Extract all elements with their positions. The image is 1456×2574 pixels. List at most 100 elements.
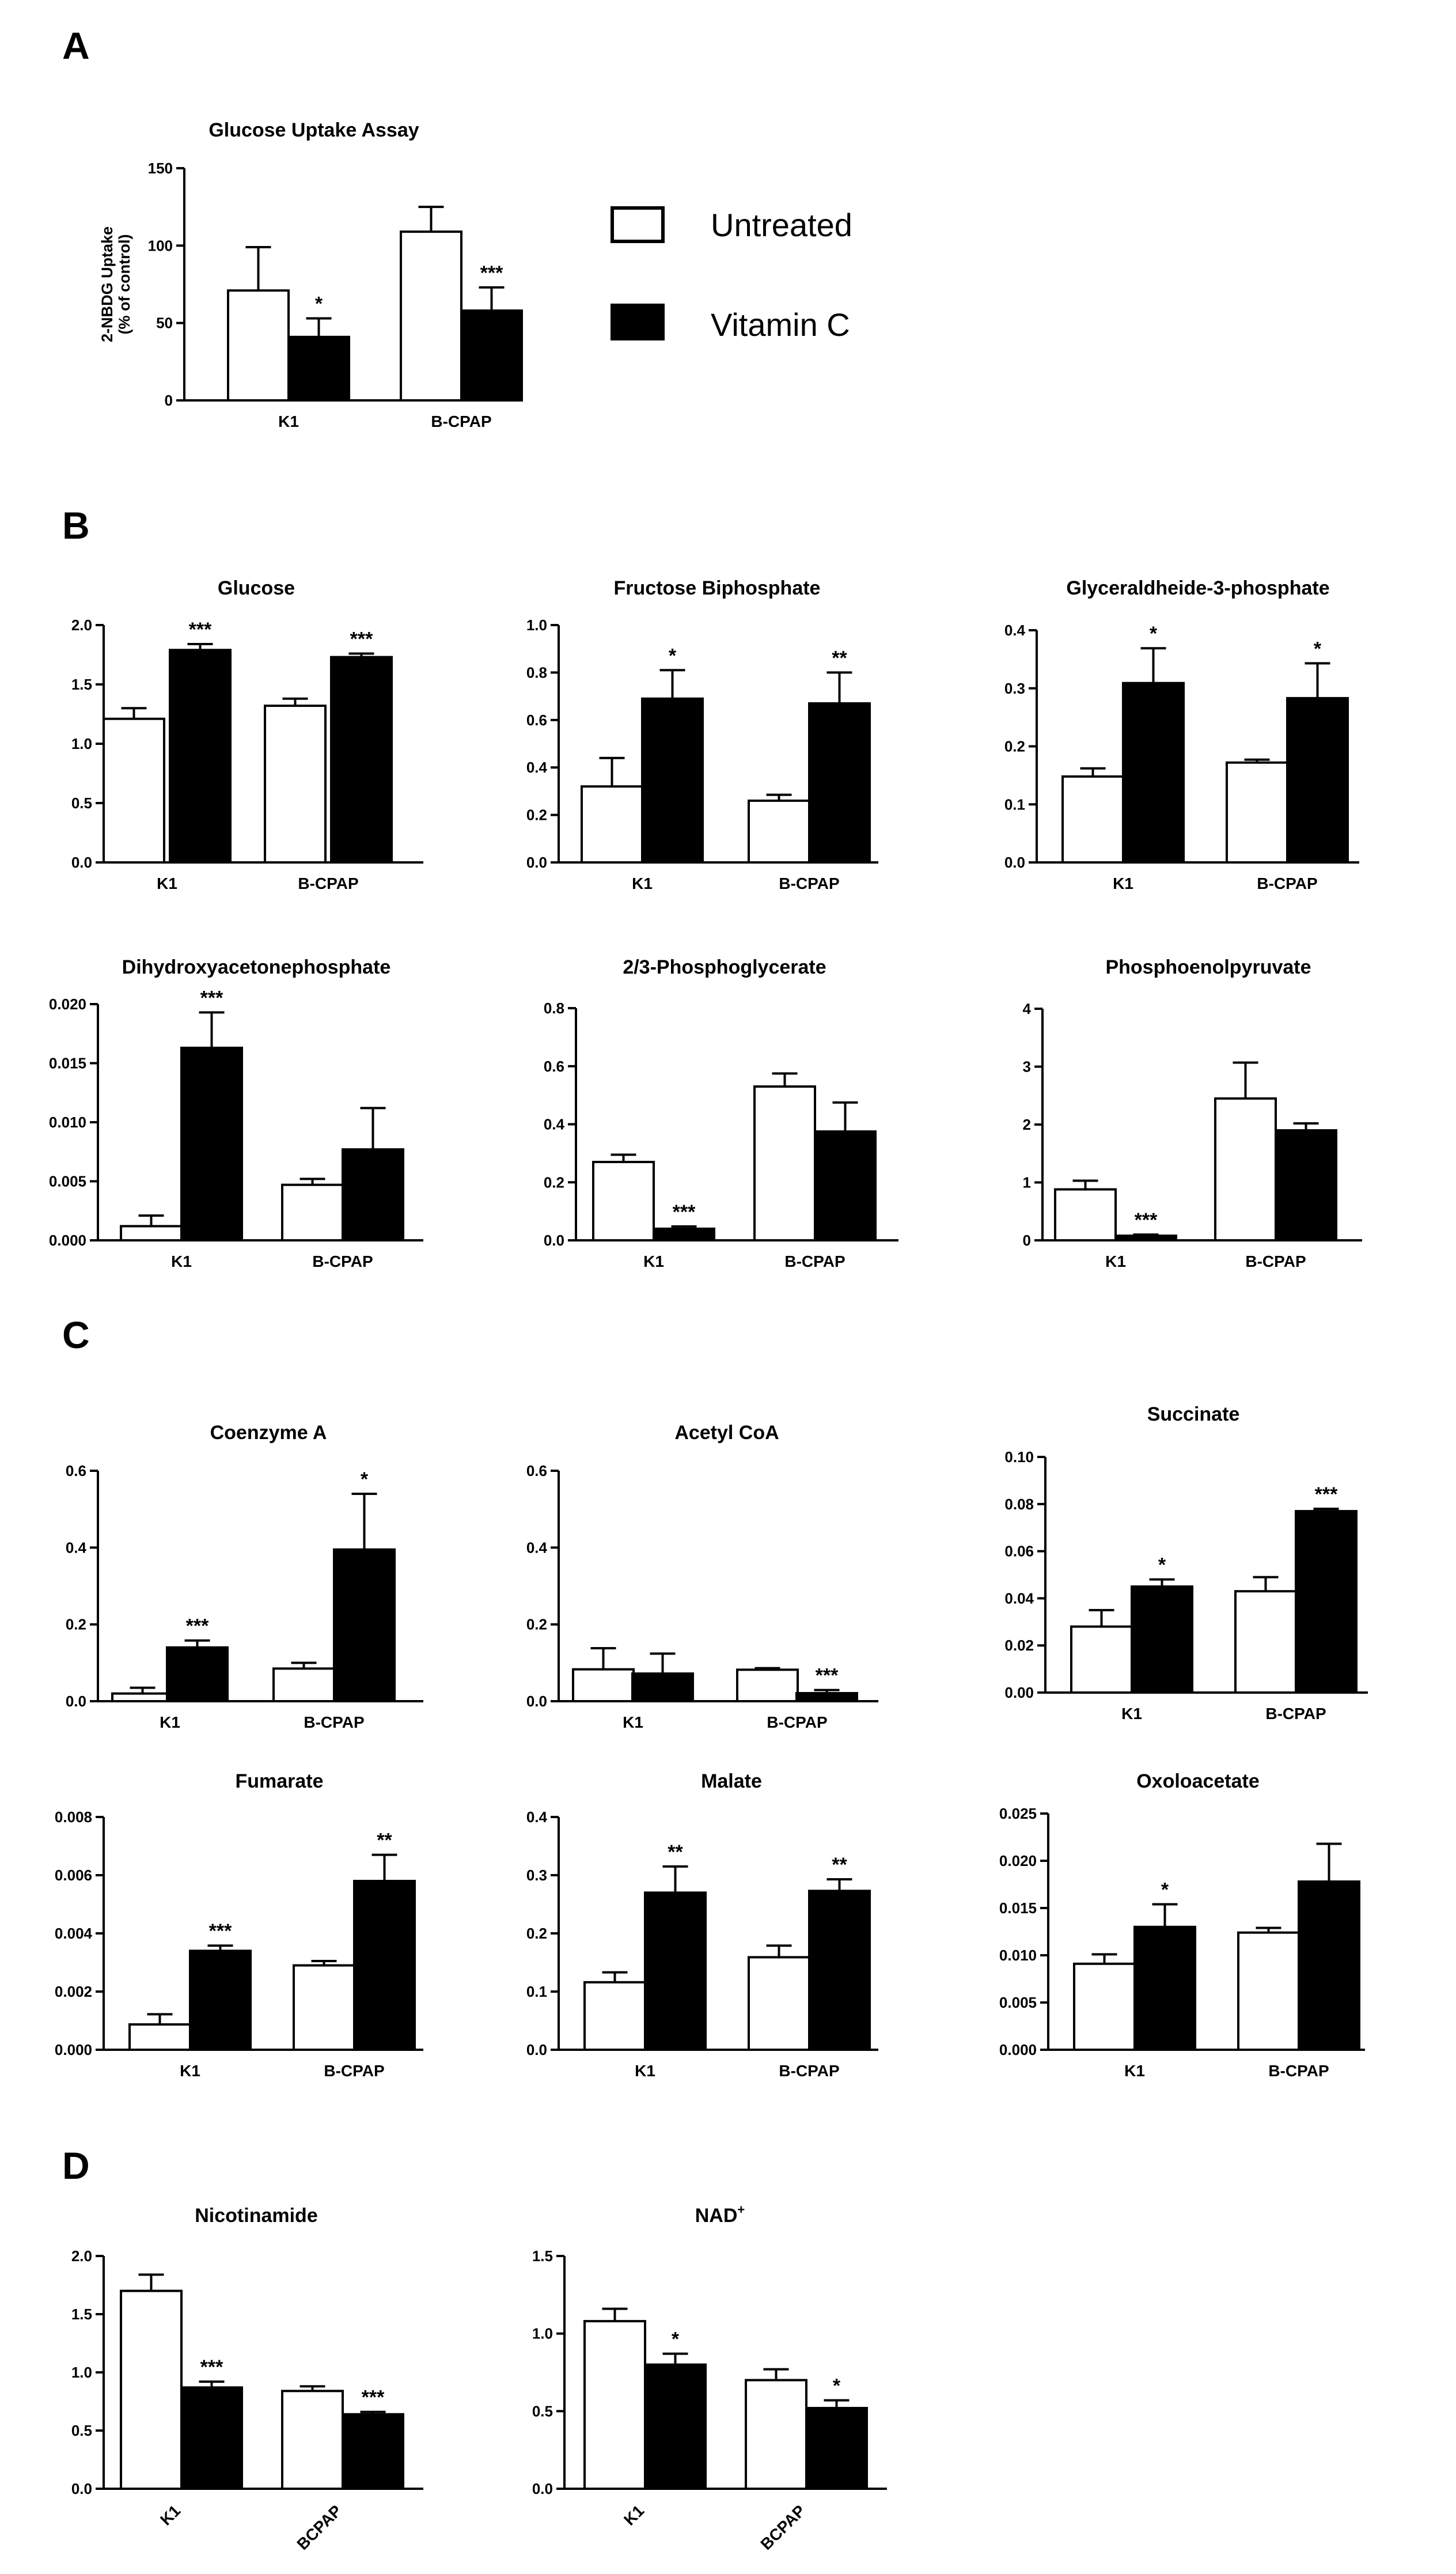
panel-label-c: C [62, 1314, 90, 1356]
legend-label-vitamin-c: Vitamin C [711, 306, 850, 343]
y-tick-label: 0.010 [49, 1114, 86, 1131]
x-category-label: K1 [160, 1713, 180, 1731]
y-tick-label: 2.0 [71, 2247, 92, 2265]
panel-label-d: D [62, 2144, 90, 2187]
bar-vitamin-c-0 [287, 335, 350, 402]
y-tick-label: 0.006 [55, 1867, 92, 1884]
significance-label: * [361, 1468, 369, 1490]
chart-title: Malate [701, 1770, 762, 1792]
bar-vitamin-c-1 [460, 309, 523, 402]
bar-untreated-1 [264, 705, 327, 864]
bar-untreated-1 [281, 1183, 344, 1241]
bar-untreated-1 [1234, 1590, 1297, 1694]
x-category-label: K1 [157, 2501, 184, 2528]
bar-untreated-1 [1237, 1931, 1300, 2051]
chart-fbp: Fructose Biphosphate 0.0 0.2 0.4 0.6 0.8 1.0 * K… [526, 577, 878, 892]
significance-label: *** [362, 2387, 385, 2409]
x-category-label: B-CPAP [431, 412, 491, 430]
y-tick-label: 0.000 [49, 1232, 86, 1249]
legend: Untreated Vitamin C [611, 206, 852, 343]
bar-vitamin-c-0 [644, 2363, 707, 2490]
y-tick-label: 0.3 [526, 1867, 547, 1884]
significance-label: *** [816, 1665, 839, 1687]
y-tick-label: 0.6 [526, 1462, 547, 1479]
bar-vitamin-c-1 [1295, 1510, 1358, 1694]
bar-vitamin-c-1 [330, 656, 393, 864]
y-tick-label: 100 [148, 237, 173, 254]
bar-untreated-0 [120, 2289, 183, 2490]
chart-coa: Coenzyme A 0.0 0.2 0.4 0.6 *** K1 * B-CPAP [66, 1422, 423, 1731]
bar-vitamin-c-0 [189, 1950, 252, 2051]
bar-vitamin-c-0 [166, 1646, 229, 1703]
bar-untreated-1 [293, 1964, 355, 2051]
y-tick-label: 0.000 [999, 2041, 1037, 2058]
x-category-label: BCPAP [293, 2501, 345, 2553]
bar-untreated-0 [120, 1225, 183, 1241]
bar-vitamin-c-1 [333, 1548, 396, 1703]
x-category-label: B-CPAP [1257, 875, 1317, 892]
significance-label: * [833, 2375, 841, 2397]
y-tick-label: 0.015 [999, 1899, 1037, 1917]
bar-untreated-1 [281, 2390, 344, 2490]
y-tick-label: 0.002 [55, 1983, 92, 2000]
bar-untreated-1 [745, 2379, 807, 2490]
y-tick-label: 0.6 [66, 1462, 86, 1479]
chart-pep: Phosphoenolpyruvate 0 1 2 3 4 *** K1 B-CPAP [1023, 956, 1362, 1270]
bar-vitamin-c-0 [180, 2386, 243, 2490]
bar-untreated-1 [400, 230, 462, 402]
significance-label: * [1158, 1554, 1166, 1576]
chart-dhap: Dihydroxyacetonephosphate 0.000 0.005 0.010… [49, 956, 423, 1270]
chart-nad: NAD+ 0.0 0.5 1.0 1.5 * K1 * BCPAP [532, 2202, 887, 2553]
chart-title: Dihydroxyacetonephosphate [122, 956, 391, 978]
chart-title: Oxoloacetate [1136, 1770, 1260, 1792]
y-tick-label: 1.0 [71, 2364, 92, 2381]
y-tick-label: 0.4 [66, 1539, 87, 1556]
y-tick-label: 0.02 [1004, 1637, 1034, 1654]
x-category-label: K1 [632, 875, 653, 892]
y-tick-label: 1 [1023, 1174, 1031, 1191]
chart-nic: Nicotinamide 0.0 0.5 1.0 1.5 2.0 *** K1 *** BCPAP [71, 2205, 423, 2553]
y-tick-label: 0.4 [526, 1808, 548, 1826]
y-tick-label: 0.015 [49, 1055, 86, 1072]
bar-vitamin-c-0 [169, 649, 232, 864]
bar-untreated-1 [748, 1956, 810, 2051]
chart-title: Acetyl CoA [674, 1422, 779, 1444]
significance-label: *** [209, 1920, 232, 1942]
bar-vitamin-c-1 [342, 1148, 404, 1242]
y-tick-label: 2.0 [71, 616, 92, 634]
bar-untreated-1 [736, 1668, 799, 1702]
chart-mal: Malate 0.0 0.1 0.2 0.3 0.4 ** K1 ** B-CPAP [526, 1770, 878, 2080]
bar-untreated-0 [583, 1981, 646, 2051]
bar-vitamin-c-0 [1133, 1925, 1196, 2051]
y-tick-label: 0.4 [526, 759, 548, 776]
x-category-label: B-CPAP [784, 1252, 845, 1270]
chart-a: Glucose Uptake Assay 2-NBDG Uptake (% of c… [98, 119, 523, 430]
bar-vitamin-c-0 [1131, 1585, 1193, 1694]
bar-vitamin-c-1 [795, 1692, 858, 1702]
panel-label-b: B [62, 504, 90, 547]
significance-label: * [315, 293, 323, 315]
panel-label-a: A [62, 24, 90, 67]
y-tick-label: 0.0 [66, 1693, 86, 1710]
x-category-label: K1 [1105, 1252, 1126, 1270]
significance-label: *** [1135, 1209, 1158, 1231]
bar-untreated-0 [103, 717, 165, 864]
y-tick-label: 0.005 [999, 1994, 1037, 2011]
bar-vitamin-c-1 [805, 2406, 868, 2490]
chart-title: Coenzyme A [210, 1422, 327, 1444]
bar-untreated-1 [1214, 1097, 1277, 1242]
bar-untreated-0 [1073, 1962, 1136, 2051]
y-tick-label: 0.1 [1004, 796, 1025, 813]
significance-label: * [672, 2329, 680, 2350]
y-tick-label: 2 [1023, 1116, 1031, 1133]
x-category-label: K1 [171, 1252, 192, 1270]
x-category-label: K1 [180, 2062, 200, 2080]
significance-label: *** [350, 628, 373, 650]
y-tick-label: 0.2 [544, 1174, 564, 1191]
x-category-label: B-CPAP [324, 2062, 384, 2080]
y-tick-label: 0.4 [1004, 622, 1026, 639]
y-tick-label: 0.000 [55, 2041, 92, 2058]
y-tick-label: 0.00 [1004, 1684, 1034, 1701]
bar-untreated-0 [1070, 1625, 1133, 1694]
